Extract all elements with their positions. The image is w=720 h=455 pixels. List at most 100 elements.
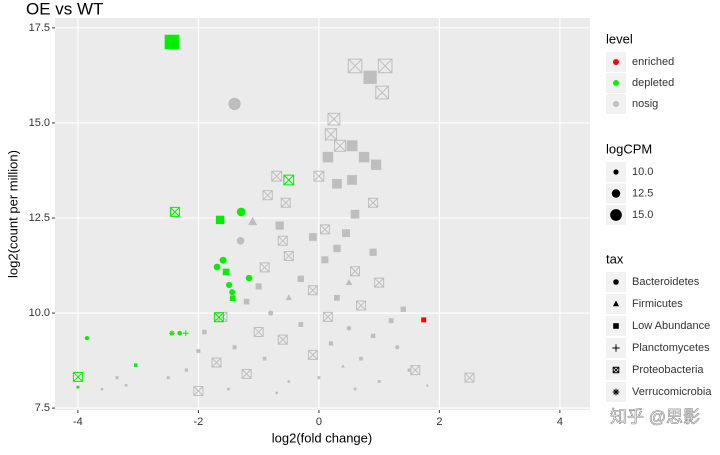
point [134, 363, 138, 367]
point [229, 295, 236, 302]
point [347, 58, 363, 74]
point [334, 294, 340, 301]
point [169, 330, 175, 336]
legend-label: Proteobacteria [632, 364, 704, 376]
legend-title: tax [606, 251, 624, 266]
legend-shape [612, 300, 620, 307]
x-tick-label: 4 [557, 416, 563, 428]
point [287, 380, 291, 383]
point [184, 368, 188, 372]
point [333, 244, 341, 253]
point [213, 263, 221, 271]
point [388, 318, 394, 324]
point [211, 357, 222, 368]
point [347, 175, 357, 185]
point [255, 283, 262, 290]
point [262, 190, 273, 201]
legend-title: level [606, 31, 633, 46]
legend-label: depleted [632, 77, 674, 89]
legend-size-key [613, 169, 619, 175]
watermark: 知乎 @思影 [610, 407, 700, 426]
point [215, 215, 225, 225]
point [115, 376, 119, 380]
legend-label: enriched [632, 56, 674, 68]
legend-label: Firmicutes [632, 298, 683, 310]
point [334, 139, 346, 152]
point [353, 387, 357, 391]
point [319, 224, 330, 235]
points [72, 34, 475, 396]
point [346, 325, 352, 331]
point [253, 327, 264, 338]
point [359, 356, 363, 361]
point [283, 251, 294, 262]
panel [55, 18, 590, 410]
y-tick-label: 17.5 [29, 22, 50, 34]
point [395, 345, 400, 350]
point [369, 248, 377, 256]
point [166, 376, 170, 380]
point [298, 322, 304, 327]
point [196, 349, 201, 354]
point [227, 387, 230, 391]
point [182, 330, 189, 337]
point [322, 151, 334, 163]
point [400, 306, 406, 312]
point [421, 317, 427, 323]
legend-shape [613, 323, 619, 329]
point [350, 266, 361, 277]
legend-size-key [610, 209, 622, 221]
point [124, 383, 128, 387]
x-axis-title: log2(fold change) [272, 430, 372, 445]
legend-label: Bacteroidetes [632, 276, 700, 288]
legend-shape [612, 366, 620, 374]
y-axis-title: log2(count per million) [5, 150, 20, 278]
point [229, 289, 236, 296]
point [245, 274, 253, 282]
point [407, 368, 411, 372]
x-tick-label: -2 [193, 416, 203, 428]
legend-swatch [613, 101, 619, 107]
legend: enriched depleted nosig 10.0 12.5 15.0 Bactero… [606, 52, 712, 402]
point [84, 335, 90, 341]
point [377, 380, 381, 383]
legend-label: Low Abundance [632, 320, 710, 332]
point [322, 311, 333, 322]
point [259, 262, 270, 273]
point [313, 170, 325, 182]
x-tick-label: -4 [73, 416, 83, 428]
point [275, 221, 284, 230]
point [328, 341, 334, 346]
legend-swatch [613, 80, 619, 86]
point [232, 345, 237, 350]
legend-swatch [613, 59, 619, 65]
point [375, 85, 390, 100]
point [356, 300, 367, 311]
point [280, 197, 291, 208]
point [308, 233, 317, 241]
point [193, 385, 204, 396]
point [202, 329, 207, 335]
legend-shape [612, 388, 620, 396]
point [100, 387, 104, 391]
point [377, 58, 393, 74]
point [332, 178, 342, 189]
grid [55, 18, 590, 410]
point [363, 70, 377, 84]
x-tick-label: 2 [436, 416, 442, 428]
y-tick-label: 15.0 [29, 117, 50, 129]
point [169, 206, 180, 217]
point [358, 151, 370, 163]
point [271, 170, 283, 182]
legend-label: nosig [632, 98, 658, 110]
point [307, 349, 318, 360]
point [228, 97, 241, 111]
point [345, 278, 353, 286]
point [374, 277, 385, 288]
point [285, 294, 292, 301]
point [222, 268, 230, 276]
point [76, 385, 80, 389]
chart-title: OE vs WT [26, 0, 103, 18]
